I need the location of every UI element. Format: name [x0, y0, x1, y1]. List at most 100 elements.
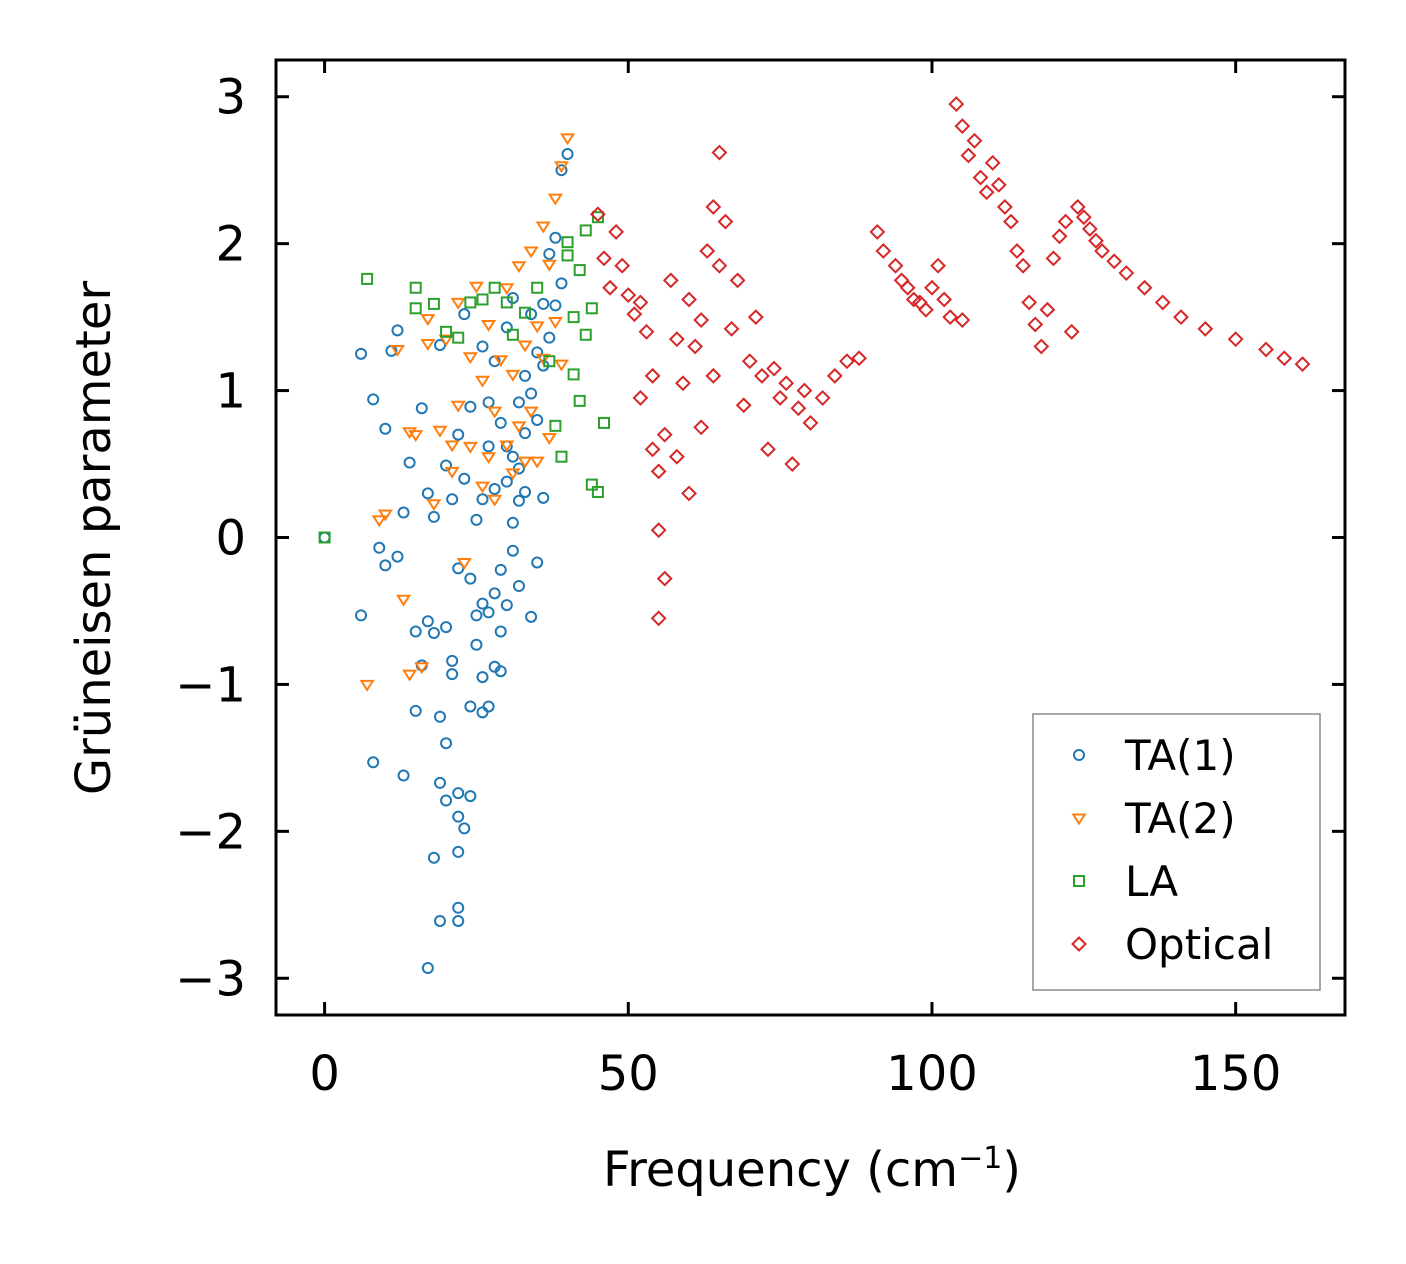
data-point: [553, 359, 570, 372]
data-point: [549, 419, 562, 432]
legend-entry: TA(1): [1073, 731, 1236, 780]
data-point: [573, 264, 586, 277]
data-point: [519, 369, 532, 382]
data-point: [753, 367, 770, 384]
data-point: [784, 456, 801, 472]
data-point: [543, 247, 556, 260]
data-point: [547, 317, 563, 329]
x-tick-label: 150: [1190, 1046, 1282, 1102]
data-point: [591, 211, 604, 224]
data-point: [505, 468, 521, 481]
data-point: [420, 314, 436, 326]
data-point: [735, 397, 752, 414]
data-point: [954, 312, 971, 328]
data-point: [893, 272, 910, 289]
data-point: [561, 249, 574, 262]
data-point: [452, 562, 465, 575]
axis-ticks: [276, 60, 1345, 1015]
data-point: [966, 132, 983, 149]
data-point: [452, 914, 465, 927]
data-point: [567, 368, 580, 381]
x-tick-label: 50: [598, 1046, 659, 1102]
data-point: [519, 485, 532, 498]
data-point: [585, 478, 598, 491]
data-point: [494, 665, 507, 678]
data-point: [482, 440, 495, 453]
data-point: [1154, 294, 1171, 311]
legend-label: TA(2): [1124, 794, 1236, 843]
data-point: [693, 312, 710, 328]
data-point: [487, 494, 503, 507]
data-point: [1106, 253, 1123, 270]
data-point: [464, 790, 477, 803]
data-point: [590, 206, 606, 223]
data-point: [954, 118, 971, 135]
data-point: [452, 428, 465, 441]
legend-label: LA: [1125, 857, 1178, 906]
data-point: [450, 297, 466, 310]
data-point: [456, 557, 472, 570]
data-point: [427, 851, 440, 864]
data-point: [505, 369, 521, 382]
data-point: [494, 416, 507, 429]
data-point: [948, 96, 965, 112]
data-point: [391, 550, 404, 563]
data-point: [458, 308, 471, 321]
data-point: [470, 609, 483, 622]
data-point: [535, 221, 551, 234]
data-point: [705, 199, 722, 215]
data-point: [1057, 213, 1074, 230]
data-point: [717, 213, 734, 230]
data-point: [474, 375, 491, 388]
data-point: [402, 669, 418, 682]
data-point: [458, 472, 471, 485]
data-point: [421, 615, 434, 628]
data-point: [1027, 316, 1044, 333]
data-point: [766, 360, 782, 377]
data-point: [415, 402, 428, 415]
data-point: [887, 257, 904, 274]
legend-marker: [1073, 749, 1085, 761]
data-point: [573, 394, 586, 407]
x-axis-title: Frequency (cm−1): [603, 1141, 1021, 1198]
data-point: [597, 416, 610, 429]
data-point: [525, 387, 538, 400]
data-point: [403, 456, 416, 469]
data-point: [555, 450, 568, 463]
data-point: [426, 499, 442, 512]
data-point: [506, 450, 519, 463]
data-point: [476, 706, 489, 719]
data-point: [409, 281, 422, 294]
data-point: [470, 638, 483, 651]
data-point: [409, 302, 422, 315]
data-point: [519, 427, 532, 440]
data-point: [656, 426, 673, 443]
data-point: [450, 400, 466, 413]
legend-entry: Optical: [1071, 920, 1273, 969]
data-point: [541, 433, 557, 445]
data-point: [960, 147, 977, 164]
data-point: [446, 654, 459, 667]
data-point: [567, 311, 580, 324]
data-point: [555, 164, 568, 177]
data-point: [1081, 221, 1098, 237]
data-point: [531, 556, 544, 569]
data-point: [1136, 279, 1153, 296]
data-point: [711, 144, 728, 161]
legend-marker: [1071, 936, 1087, 952]
data-point: [681, 485, 697, 502]
data-point: [869, 223, 886, 240]
data-point: [531, 281, 544, 294]
data-point: [687, 338, 704, 355]
data-point: [517, 456, 533, 469]
data-point: [978, 184, 995, 201]
data-point: [397, 769, 410, 782]
data-point: [1063, 323, 1080, 340]
data-point: [397, 506, 410, 519]
data-point: [512, 494, 525, 507]
x-tick-label: 100: [886, 1046, 978, 1102]
data-point: [500, 599, 513, 612]
data-point: [361, 272, 374, 285]
y-tick-label: −1: [175, 657, 246, 713]
data-point: [839, 353, 855, 370]
